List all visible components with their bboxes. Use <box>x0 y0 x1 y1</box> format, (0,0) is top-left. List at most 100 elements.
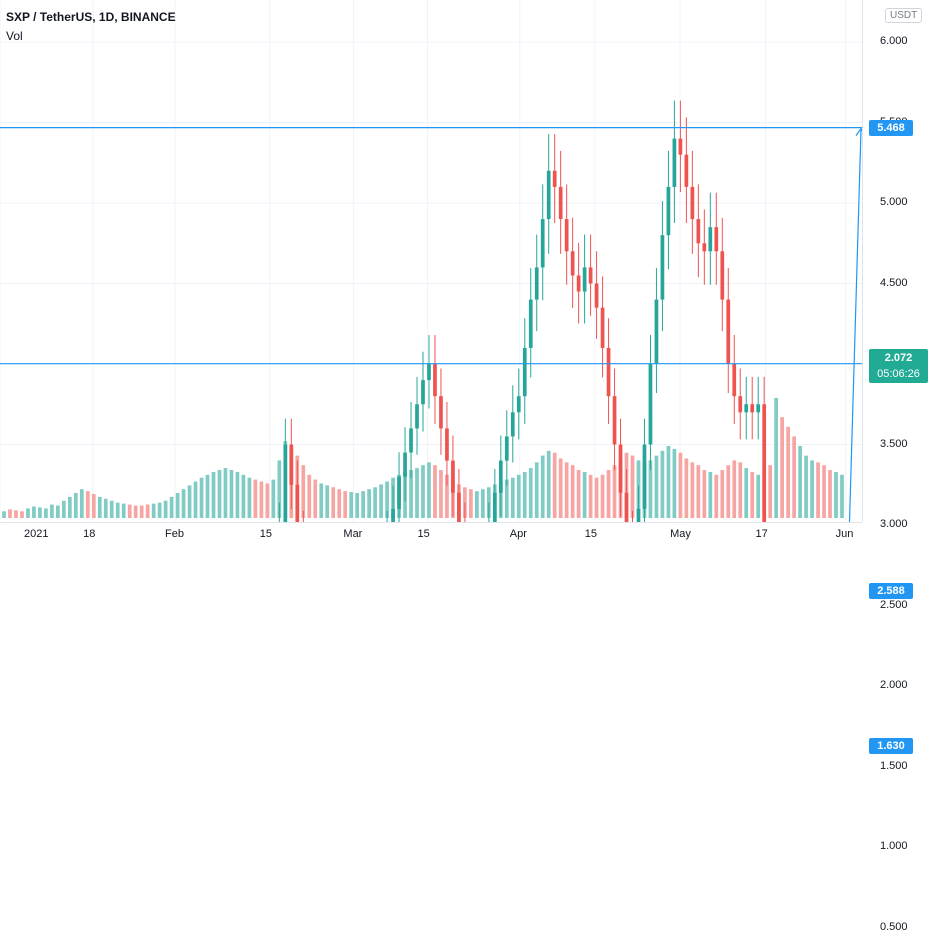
candle-body <box>732 364 737 397</box>
candle-body <box>283 444 288 522</box>
candle-body <box>756 404 761 413</box>
volume-bar <box>445 474 449 518</box>
currency-button[interactable]: USDT <box>885 8 923 23</box>
candle-body <box>421 380 425 405</box>
volume-bar <box>696 465 701 518</box>
volume-bar <box>714 474 719 518</box>
candle-body <box>427 364 431 381</box>
time-axis[interactable] <box>0 522 862 551</box>
candle-body <box>708 227 713 252</box>
volume-bar <box>85 491 90 518</box>
volume-bar <box>103 498 108 518</box>
time-tick-label: 15 <box>417 528 430 540</box>
volume-bar <box>558 458 563 518</box>
candle-body <box>510 412 515 437</box>
volume-bar <box>385 481 389 518</box>
volume-bar <box>421 465 425 518</box>
price-tick-label: 1.000 <box>880 840 908 852</box>
chart-pane[interactable] <box>0 0 862 522</box>
time-tick-label: Feb <box>164 528 184 540</box>
volume-bar <box>522 471 527 518</box>
level-price-badge: 2.588 <box>869 583 913 600</box>
price-tick-label: 4.500 <box>880 276 908 289</box>
candle-body <box>636 508 641 522</box>
volume-bar <box>163 500 168 518</box>
volume-bar <box>169 496 174 518</box>
time-tick-label: Apr <box>509 528 527 540</box>
time-tick-label: Mar <box>343 528 363 540</box>
candle-body <box>540 219 545 268</box>
volume-bar <box>73 493 78 518</box>
volume-bar <box>199 477 204 518</box>
volume-bar <box>798 446 802 518</box>
price-tick-label: 0.500 <box>880 920 908 933</box>
volume-bar <box>582 471 587 518</box>
candlestick-chart[interactable] <box>0 0 862 522</box>
candle-body <box>289 444 294 485</box>
volume-bar <box>187 485 192 518</box>
volume-bar <box>175 493 180 518</box>
volume-bar <box>732 460 737 518</box>
volume-bar <box>44 508 48 518</box>
volume-bar <box>588 474 593 518</box>
time-tick-label: 2021 <box>24 528 49 540</box>
candle-body <box>391 508 395 522</box>
volume-bar <box>193 481 198 518</box>
time-tick-label: Jun <box>835 528 854 540</box>
candle-body <box>660 235 665 300</box>
candle-body <box>588 267 593 284</box>
volume-bar <box>313 479 318 518</box>
volume-bar <box>38 507 42 518</box>
candle-body <box>558 186 563 220</box>
volume-bar <box>319 483 324 518</box>
volume-bar <box>756 474 761 518</box>
volume-bar <box>115 502 120 518</box>
candle-body <box>612 396 617 445</box>
symbol-title[interactable]: SXP / TetherUS, 1D, BINANCE <box>6 10 176 24</box>
candle-body <box>492 492 497 522</box>
volume-bar <box>415 468 419 518</box>
volume-bar <box>373 487 377 518</box>
volume-bar <box>606 470 611 518</box>
candle-body <box>690 186 695 220</box>
volume-bar <box>211 471 216 518</box>
volume-bar <box>504 479 509 518</box>
time-tick-label: 15 <box>584 528 598 540</box>
volume-bar <box>151 503 156 518</box>
volume-bar <box>157 502 162 518</box>
volume-bar <box>14 510 18 518</box>
candle-body <box>738 396 743 413</box>
volume-bar <box>834 471 838 518</box>
level-price-badge: 1.630 <box>869 737 913 754</box>
volume-bar <box>56 505 60 518</box>
volume-bar <box>534 462 539 518</box>
candle-body <box>624 492 629 522</box>
volume-bar <box>343 491 348 518</box>
volume-bar <box>145 504 150 518</box>
volume-bar <box>133 505 138 518</box>
candle-body <box>750 404 755 413</box>
volume-bar <box>528 468 533 518</box>
time-tick-label: 17 <box>755 528 768 540</box>
volume-indicator-label[interactable]: Vol <box>6 29 23 43</box>
volume-bar <box>217 470 222 518</box>
price-tick-label: 2.000 <box>880 679 908 691</box>
volume-bar <box>684 458 689 518</box>
volume-bar <box>630 455 635 518</box>
arrow-head <box>855 127 862 137</box>
candle-body <box>678 138 683 155</box>
volume-bar <box>223 468 228 518</box>
volume-bar <box>702 470 707 518</box>
price-tick-label: 3.000 <box>880 518 908 530</box>
volume-bar <box>277 460 282 518</box>
volume-bar <box>840 474 844 518</box>
last-price-badge: 2.072 05:06:26 <box>869 349 928 383</box>
volume-bar <box>8 509 12 518</box>
time-tick-label: May <box>670 528 691 540</box>
volume-bar <box>678 452 683 518</box>
volume-bar <box>253 479 258 518</box>
price-axis[interactable] <box>862 0 932 522</box>
volume-bar <box>439 470 443 518</box>
candle-body <box>594 283 599 308</box>
candle-body <box>522 347 527 397</box>
